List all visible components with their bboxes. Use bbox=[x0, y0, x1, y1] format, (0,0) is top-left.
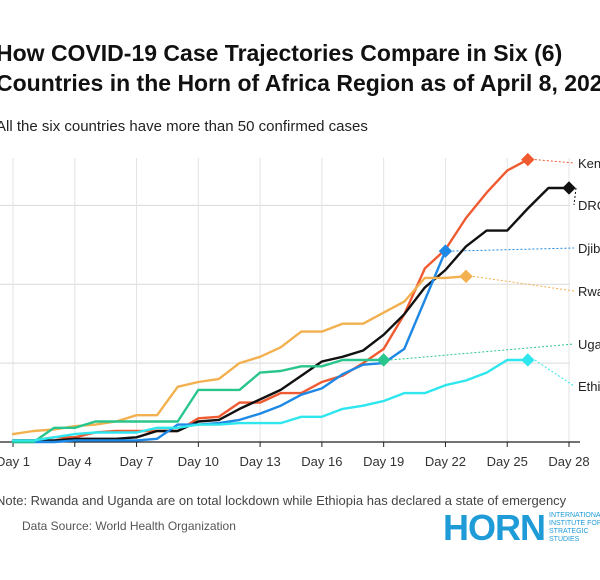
djibouti-line bbox=[11, 249, 447, 444]
chart-subtitle: All the six countries have more than 50 … bbox=[0, 118, 368, 135]
drc-end-marker bbox=[562, 181, 576, 195]
x-tick-label-5: Day 16 bbox=[301, 454, 342, 469]
drc-label-connector bbox=[573, 187, 577, 206]
uganda-label-connector bbox=[390, 343, 575, 361]
uganda-end-marker bbox=[376, 353, 391, 367]
logo-wordmark: HORN bbox=[443, 507, 546, 548]
uganda-label: Uganda bbox=[578, 337, 600, 352]
x-tick-label-4: Day 13 bbox=[240, 454, 281, 469]
x-tick-label-3: Day 10 bbox=[178, 454, 219, 469]
uganda-line bbox=[11, 358, 385, 444]
x-tick-label-9: Day 28 bbox=[548, 454, 589, 469]
kenya-line bbox=[11, 158, 529, 442]
kenya-end-marker bbox=[521, 152, 535, 167]
rwanda-line bbox=[11, 275, 468, 436]
kenya-label: Kenya bbox=[578, 156, 600, 171]
ethiopia-line bbox=[11, 358, 529, 442]
x-tick-label-1: Day 4 bbox=[58, 454, 92, 469]
x-tick-label-6: Day 19 bbox=[363, 454, 404, 469]
x-tick-label-7: Day 22 bbox=[425, 454, 466, 469]
djibouti-end-marker bbox=[438, 244, 453, 258]
kenya-label-connector bbox=[534, 159, 575, 164]
rwanda-end-marker bbox=[459, 269, 473, 284]
djibouti-label: Djibouti bbox=[578, 241, 600, 256]
x-tick-label-0: Day 1 bbox=[0, 454, 30, 469]
drc-label: DRC bbox=[578, 198, 600, 213]
djibouti-label-connector bbox=[452, 247, 575, 252]
drc-line bbox=[11, 186, 571, 442]
chart-note: Note: Rwanda and Uganda are on total loc… bbox=[0, 493, 567, 508]
chart-title-line-1: How COVID-19 Case Trajectories Compare i… bbox=[0, 40, 563, 66]
logo-tagline: INTERNATIONAL INSTITUTE FOR STRATEGIC ST… bbox=[549, 512, 600, 543]
ethiopia-label-connector bbox=[534, 359, 575, 387]
rwanda-label: Rwanda bbox=[578, 284, 600, 299]
rwanda-label-connector bbox=[472, 275, 575, 292]
data-source: Data Source: World Health Organization bbox=[22, 519, 236, 533]
chart-title-line-2: Countries in the Horn of Africa Region a… bbox=[0, 70, 600, 96]
chart-title: How COVID-19 Case Trajectories Compare i… bbox=[0, 38, 600, 98]
ethiopia-label: Ethiopia bbox=[578, 379, 600, 394]
ethiopia-end-marker bbox=[521, 353, 535, 367]
horn-logo: HORN INTERNATIONAL INSTITUTE FOR STRATEG… bbox=[443, 508, 600, 548]
x-tick-label-2: Day 7 bbox=[120, 454, 154, 469]
x-tick-label-8: Day 25 bbox=[487, 454, 528, 469]
